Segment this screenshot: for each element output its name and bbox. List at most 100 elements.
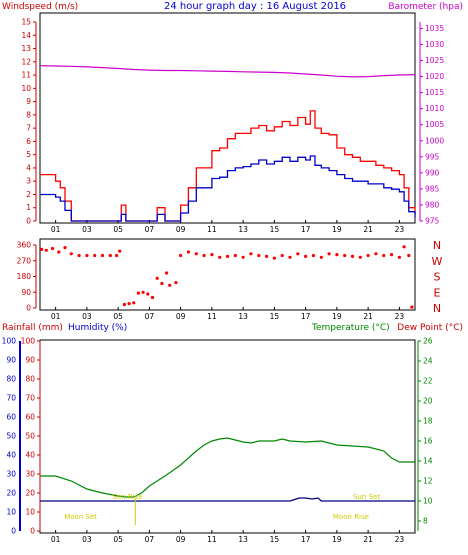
moon-rise-label: Moon Rise [333, 513, 369, 521]
humidity-axis-tick-label: 70 [25, 394, 35, 403]
x-tick-label: 19 [332, 312, 342, 321]
barometer-axis: 975 980 985 990 995 1000 1005 1010 1015 1020 1025 1… [419, 22, 444, 226]
barometer-axis-tick-label: 1005 [425, 120, 444, 129]
windspeed-axis-tick-label: 6 [26, 137, 31, 146]
temperature-axis-tick-label: 24 [423, 357, 433, 366]
temp-time-axis: 01 03 05 07 09 11 13 15 17 19 21 23 [51, 530, 405, 544]
direction-point [150, 295, 155, 300]
x-tick-label: 05 [113, 225, 123, 234]
wind-pressure-frame [39, 12, 416, 224]
temperature-axis-tick-label: 14 [423, 457, 433, 466]
humidity-axis-tick-label: 40 [25, 451, 35, 460]
humidity-axis-tick-label: 80 [25, 375, 35, 384]
wind-pressure-series [39, 65, 416, 222]
humidity-axis-tick-label: 0 [30, 527, 35, 536]
x-tick-label: 23 [395, 312, 405, 321]
compass-label: N [433, 302, 441, 315]
compass-label: N [433, 239, 441, 252]
barometer-axis-tick-label: 980 [425, 200, 440, 209]
temperature-axis-label: Temperature (°C) [311, 323, 390, 333]
direction-point [358, 255, 362, 259]
temp-dew-series [40, 437, 415, 502]
x-tick-label: 05 [113, 535, 123, 544]
direction-axis-tick-label: 180 [17, 272, 32, 281]
sun-moon-annotations: Sun Rise Moon Set Sun Set Moon Rise [64, 493, 380, 525]
direction-point [241, 255, 245, 259]
pressure-series-line [39, 65, 416, 78]
direction-points [40, 245, 414, 309]
wind-time-axis: 01 03 05 07 09 11 13 15 17 19 21 23 [51, 220, 404, 234]
compass-label: S [434, 271, 441, 284]
direction-point [366, 253, 370, 258]
rainfall-tick-label: 90 [6, 356, 16, 365]
direction-point [202, 253, 206, 258]
direction-point [168, 283, 172, 287]
direction-point [136, 291, 140, 295]
direction-point [155, 276, 159, 280]
temperature-axis: 8 10 12 14 16 18 20 22 24 26 [417, 337, 433, 531]
direction-axis-tick-label: 90 [21, 288, 31, 297]
direction-point [407, 253, 411, 258]
direction-point [343, 253, 347, 258]
gust-series-line [40, 110, 416, 222]
x-tick-label: 13 [238, 312, 248, 321]
x-tick-label: 21 [363, 312, 373, 321]
x-tick-label: 21 [363, 535, 373, 544]
direction-point [397, 255, 401, 259]
x-tick-label: 03 [82, 225, 92, 234]
humidity-axis-tick-label: 10 [25, 508, 35, 517]
direction-axis-tick-label: 270 [17, 256, 32, 265]
temperature-axis-tick-label: 12 [423, 477, 433, 486]
barometer-axis-tick-label: 1030 [425, 40, 444, 49]
x-tick-label: 17 [301, 225, 311, 234]
barometer-axis-tick-label: 1000 [425, 136, 444, 145]
direction-point [146, 292, 150, 296]
barometer-axis-tick-label: 985 [425, 184, 440, 193]
windspeed-axis-tick-label: 13 [21, 44, 31, 53]
direction-point [382, 253, 386, 258]
direction-point [127, 302, 131, 306]
moon-set-label: Moon Set [64, 513, 97, 521]
direction-point [410, 305, 414, 309]
direction-point [311, 253, 315, 258]
rainfall-tick-label: 40 [6, 451, 16, 460]
x-tick-label: 19 [332, 225, 342, 234]
temperature-axis-tick-label: 20 [423, 397, 433, 406]
windspeed-axis-tick-label: 7 [26, 124, 31, 133]
direction-point [335, 253, 339, 257]
x-tick-label: 23 [395, 535, 405, 544]
compass-label: W [432, 255, 443, 268]
x-tick-label: 15 [270, 312, 280, 321]
rain-humidity-temp-frame [39, 339, 416, 534]
rain-humidity-temp-panel: 0102030405060708090100010203040506070809… [2, 337, 433, 545]
temperature-axis-tick-label: 16 [423, 437, 433, 446]
temperature-axis-tick-label: 8 [423, 517, 428, 526]
direction-point [233, 253, 237, 258]
sun-set-label: Sun Set [353, 493, 380, 501]
windspeed-axis-tick-label: 11 [21, 71, 31, 80]
direction-point [350, 254, 355, 258]
direction-point [100, 253, 105, 258]
x-tick-label: 01 [51, 225, 61, 234]
windspeed-axis-tick-label: 5 [26, 150, 31, 159]
windspeed-axis-tick-label: 10 [21, 84, 31, 93]
x-tick-label: 01 [51, 535, 61, 544]
direction-point [194, 252, 198, 256]
x-tick-label: 15 [270, 225, 280, 234]
temperature-axis-tick-label: 22 [423, 377, 433, 386]
direction-point [57, 250, 61, 254]
x-tick-label: 05 [113, 312, 123, 321]
x-tick-label: 11 [207, 312, 217, 321]
direction-point [160, 281, 164, 286]
direction-point [85, 253, 89, 258]
windspeed-axis-tick-label: 15 [21, 18, 31, 27]
temperature-axis-tick-label: 26 [423, 337, 433, 346]
barometer-axis-tick-label: 1025 [425, 56, 444, 65]
direction-point [93, 253, 97, 258]
rainfall-tick-label: 70 [6, 394, 16, 403]
windspeed-axis-tick-label: 3 [26, 177, 31, 186]
rainfall-tick-label: 100 [2, 337, 17, 346]
